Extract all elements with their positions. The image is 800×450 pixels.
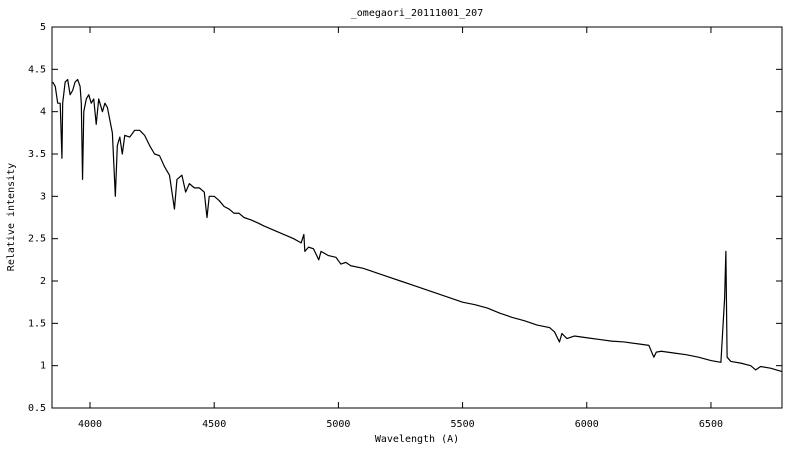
y-tick-label: 4 xyxy=(40,107,46,118)
y-tick-label: 1.5 xyxy=(28,318,46,329)
x-tick-label: 4500 xyxy=(202,419,226,430)
y-tick-label: 3 xyxy=(40,191,46,202)
y-tick-label: 1 xyxy=(40,361,46,372)
x-tick-label: 6500 xyxy=(699,419,723,430)
chart-title: _omegaori_20111001_207 xyxy=(351,8,483,19)
x-tick-label: 5500 xyxy=(451,419,475,430)
y-tick-label: 2 xyxy=(40,276,46,287)
x-tick-label: 5000 xyxy=(326,419,350,430)
y-tick-label: 4.5 xyxy=(28,64,46,75)
y-axis-label: Relative intensity xyxy=(6,163,17,271)
y-tick-label: 2.5 xyxy=(28,234,46,245)
y-tick-label: 3.5 xyxy=(28,149,46,160)
y-tick-label: 0.5 xyxy=(28,403,46,414)
x-axis-label: Wavelength (A) xyxy=(375,434,459,445)
spectrum-line xyxy=(52,78,783,373)
x-tick-label: 4000 xyxy=(78,419,102,430)
plot-border xyxy=(51,26,783,409)
x-tick-label: 6000 xyxy=(575,419,599,430)
y-tick-label: 5 xyxy=(40,22,46,33)
